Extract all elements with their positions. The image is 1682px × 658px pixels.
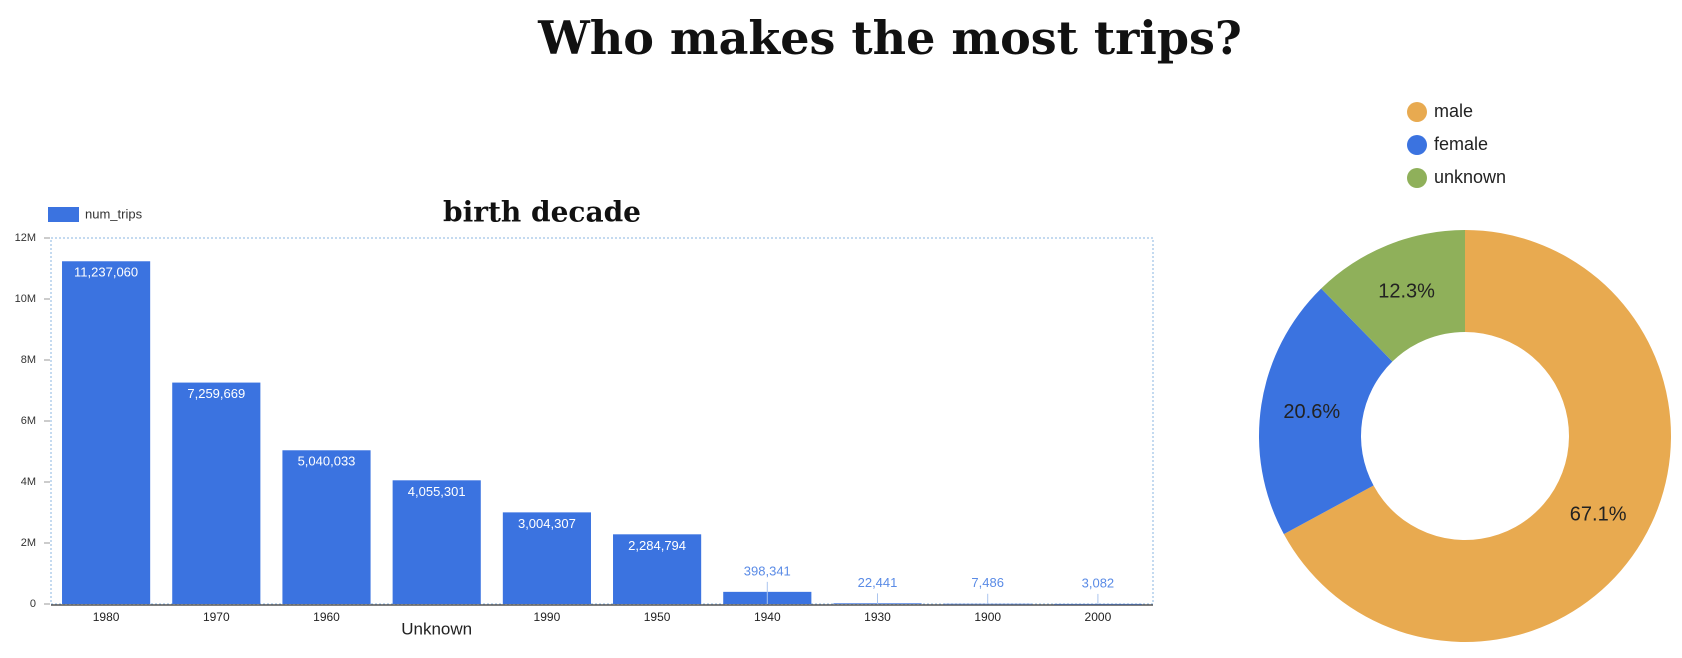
data-label: 4,055,301 [408, 484, 466, 499]
bar [502, 512, 591, 604]
data-label: 11,237,060 [74, 265, 138, 280]
slice-label: 20.6% [1283, 401, 1340, 423]
x-tick-label: Unknown [401, 619, 472, 638]
y-tick-label: 0 [30, 598, 36, 610]
y-tick-label: 4M [21, 476, 36, 488]
legend-label: num_trips [85, 206, 143, 221]
plot-border [50, 237, 1154, 605]
chart-title: birth decade [443, 196, 641, 229]
y-tick-label: 6M [21, 415, 36, 427]
bar [392, 480, 481, 604]
bar [613, 534, 702, 604]
bar [172, 382, 261, 604]
x-tick-label: 1980 [93, 610, 120, 624]
bar [282, 450, 371, 604]
bar [62, 261, 151, 604]
pie-slice [1259, 288, 1393, 535]
legend-label: unknown [1434, 167, 1506, 187]
legend-swatch [48, 207, 79, 222]
legend-label: male [1434, 101, 1473, 121]
y-tick-label: 8M [21, 354, 36, 366]
page-title: Who makes the most trips? [537, 11, 1242, 65]
x-tick-label: 1950 [644, 610, 671, 624]
x-tick-label: 1970 [203, 610, 230, 624]
x-tick-label: 1990 [534, 610, 561, 624]
y-tick-label: 10M [15, 293, 36, 305]
data-label: 7,259,669 [187, 386, 245, 401]
pie-slice [1321, 230, 1465, 362]
data-label: 7,486 [971, 575, 1004, 590]
data-label: 398,341 [744, 563, 791, 578]
slice-label: 67.1% [1570, 504, 1627, 526]
x-tick-label: 1930 [864, 610, 891, 624]
data-label: 3,082 [1082, 575, 1115, 590]
x-tick-label: 2000 [1085, 610, 1112, 624]
pie-slice [1283, 230, 1672, 642]
bar [1053, 603, 1142, 605]
legend-label: female [1434, 134, 1488, 154]
slice-label: 12.3% [1378, 281, 1435, 303]
data-label: 3,004,307 [518, 516, 576, 531]
data-label: 5,040,033 [298, 454, 356, 469]
x-tick-label: 1940 [754, 610, 781, 624]
legend-swatch [1407, 135, 1427, 155]
legend-swatch [1407, 168, 1427, 188]
data-label: 22,441 [858, 575, 898, 590]
x-tick-label: 1960 [313, 610, 340, 624]
y-tick-label: 2M [21, 537, 36, 549]
legend-swatch [1407, 102, 1427, 122]
y-tick-label: 12M [15, 232, 36, 244]
bar [943, 603, 1032, 605]
x-tick-label: 1900 [974, 610, 1001, 624]
data-label: 2,284,794 [628, 538, 686, 553]
